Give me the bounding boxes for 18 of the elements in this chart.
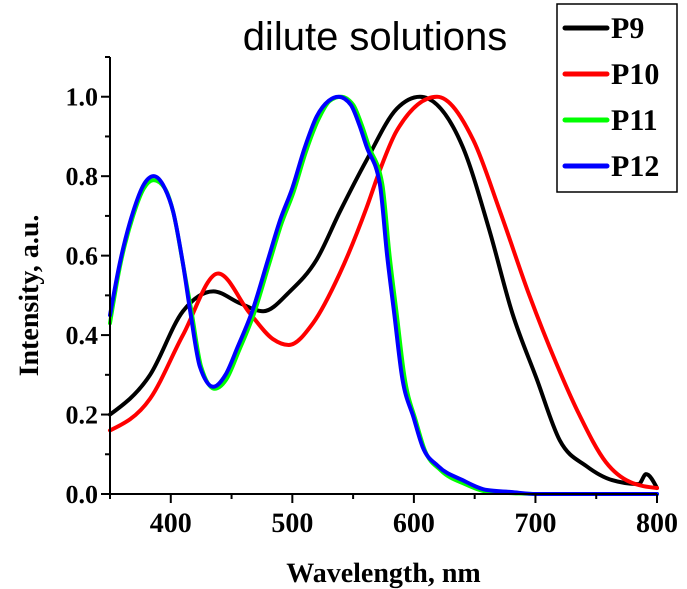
y-tick-label: 0.6 bbox=[66, 242, 98, 271]
legend-label: P11 bbox=[611, 104, 658, 137]
y-tick-label: 0.4 bbox=[66, 321, 98, 350]
y-tick-label: 0.2 bbox=[66, 400, 98, 430]
x-tick-label: 800 bbox=[636, 508, 678, 539]
chart-title: dilute solutions bbox=[242, 15, 508, 59]
legend-label: P10 bbox=[611, 58, 660, 91]
x-axis-title: Wavelength, nm bbox=[286, 558, 481, 589]
y-axis-title: Intensity, a.u. bbox=[14, 214, 45, 376]
x-tick-label: 400 bbox=[150, 508, 192, 539]
x-tick-label: 600 bbox=[392, 508, 435, 539]
text: 0.0 bbox=[66, 480, 98, 509]
x-tick-label: 500 bbox=[271, 508, 314, 539]
legend-label: P12 bbox=[611, 150, 660, 183]
x-tick-label: 700 bbox=[514, 508, 556, 539]
text: 1.0 bbox=[66, 82, 98, 112]
legend-label: P9 bbox=[611, 12, 644, 45]
y-tick-label: 0.8 bbox=[66, 162, 98, 192]
